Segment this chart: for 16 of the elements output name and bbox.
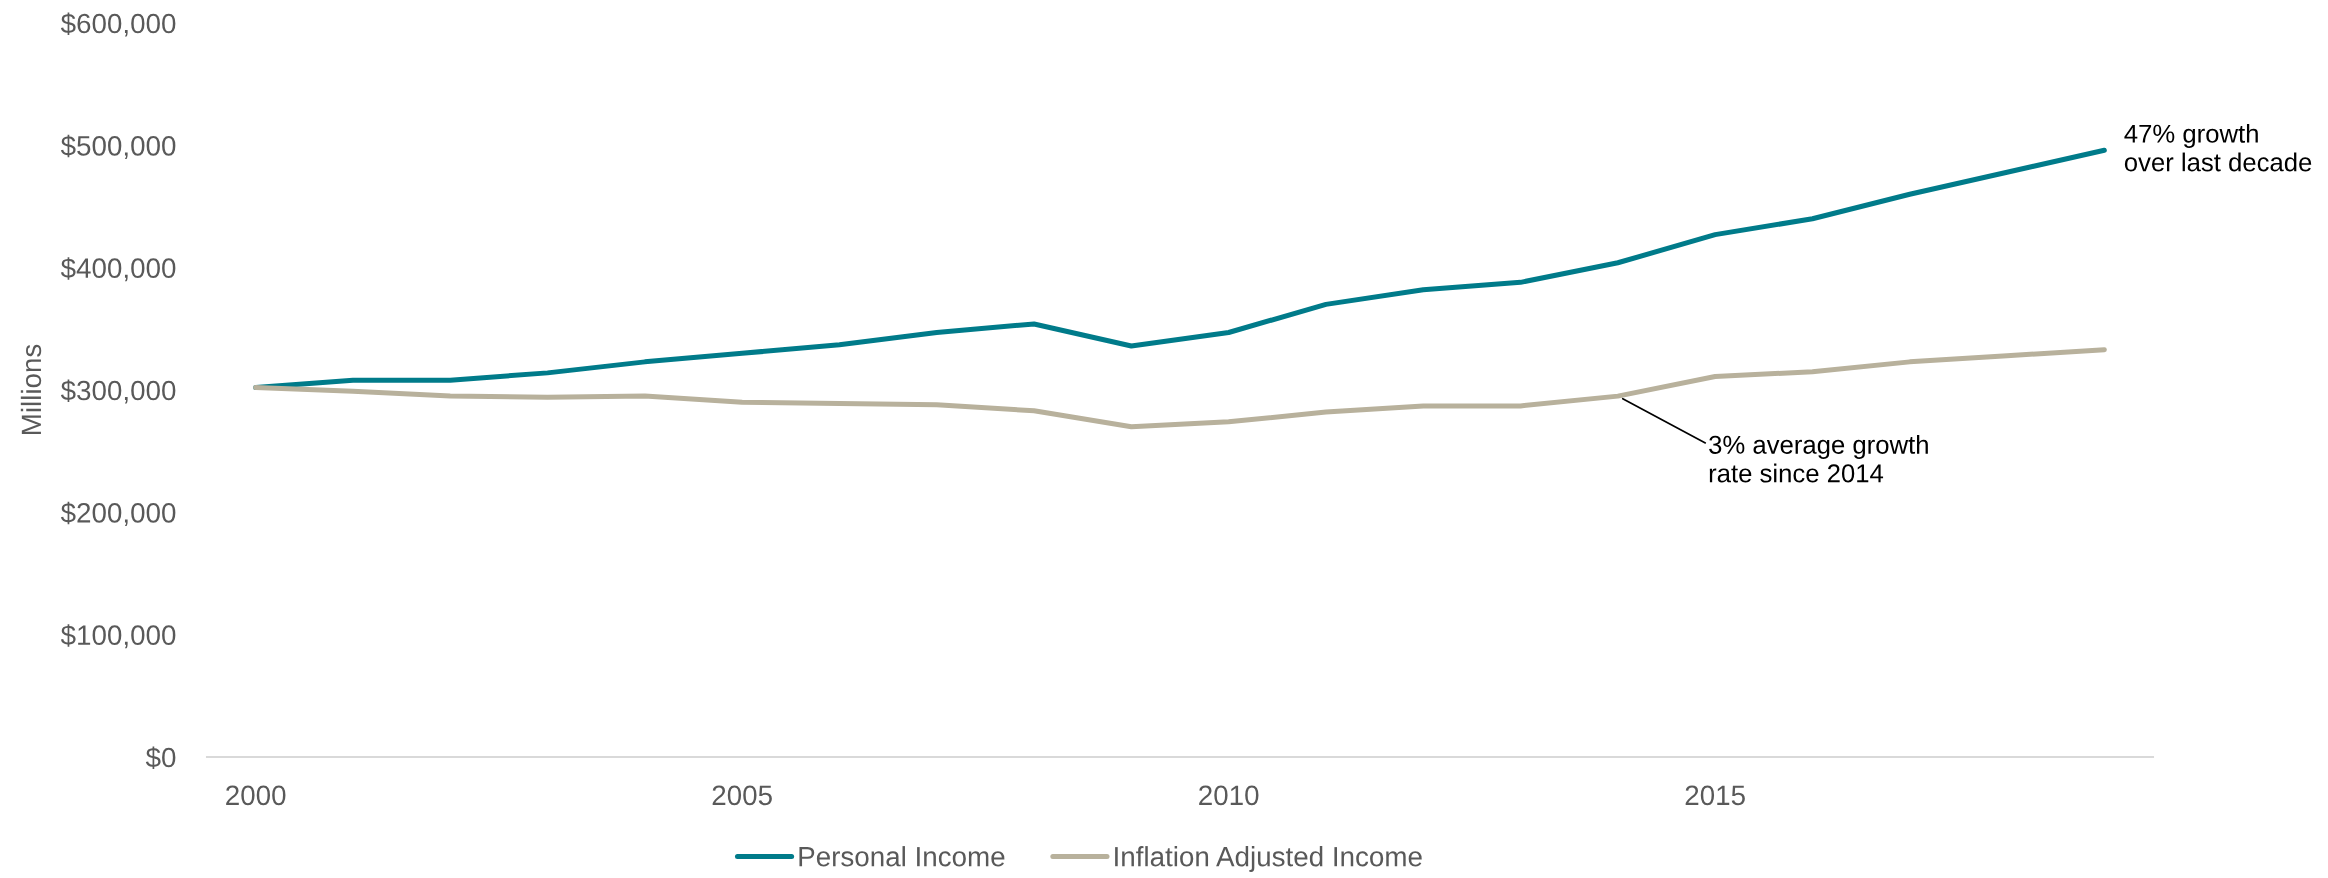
x-tick-label: 2005: [712, 785, 772, 806]
y-tick-label: $400,000: [60, 257, 176, 282]
legend-label: Personal Income: [799, 846, 1005, 867]
y-axis-title: Millions: [20, 344, 42, 435]
y-tick-label: $100,000: [60, 624, 176, 649]
y-tick-label: $0: [145, 746, 176, 769]
x-tick-label: 2015: [1685, 785, 1745, 806]
y-tick-label: $300,000: [60, 379, 176, 404]
x-tick-label: 2010: [1199, 785, 1259, 806]
annotation: 47% growth over last decade: [2124, 123, 2312, 172]
x-tick-label: 2000: [226, 785, 286, 806]
y-tick-label: $200,000: [60, 501, 176, 526]
annotation: 3% average growth rate since 2014: [1709, 435, 1928, 483]
y-tick-label: $600,000: [60, 12, 176, 37]
y-tick-label: $500,000: [60, 134, 176, 159]
legend-label: Inflation Adjusted Income: [1115, 846, 1422, 872]
